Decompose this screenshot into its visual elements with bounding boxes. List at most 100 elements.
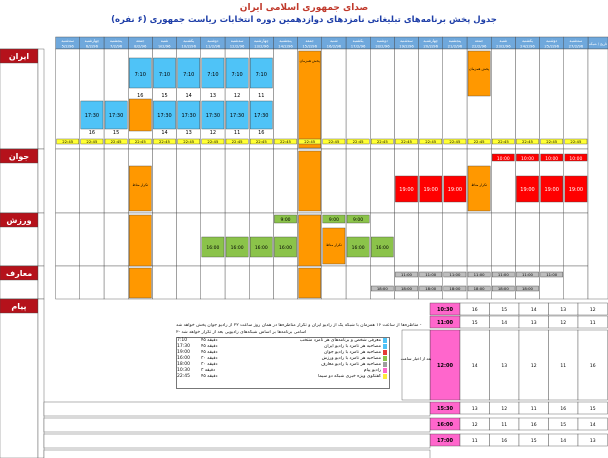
payam-after-label: بعد از اخبار ساعت — [401, 356, 432, 361]
network-gap — [37, 298, 45, 458]
legend-swatch — [383, 344, 387, 349]
day-name: جمعه — [305, 38, 314, 43]
maaref-11-time: 11:00 — [498, 272, 510, 277]
grid-cell — [466, 265, 492, 300]
payam-time: 10:30 — [437, 307, 453, 313]
payam-time: 17:00 — [437, 438, 453, 444]
day-name: دوشنبه — [546, 38, 557, 43]
grid-cell — [491, 265, 516, 300]
legend-time: 19:00 — [177, 350, 190, 355]
iran-22-45-time: 22:45 — [207, 139, 219, 144]
legend-label: گفتگوی ویژه خبری شبکه دو سیما — [318, 374, 381, 379]
payam-slot — [548, 329, 579, 401]
maaref-11-block — [467, 271, 491, 278]
day-date: 16/2/96 — [327, 44, 342, 49]
iran-22-45-time: 22:45 — [86, 139, 98, 144]
iran-22-45-time: 22:45 — [256, 139, 268, 144]
grid-cell — [370, 48, 395, 150]
payam-slot — [459, 329, 490, 401]
day-date: 24/2/96 — [520, 44, 535, 49]
legend-duration: ۳۰ دقیقه — [201, 362, 218, 367]
grid-cell — [394, 48, 419, 150]
iran-22-45-block — [419, 138, 443, 145]
iran-7-10-block — [177, 57, 201, 89]
iran-22-45-block — [540, 138, 563, 145]
payam-empty-row — [43, 433, 431, 449]
legend-label: معرفی شخص و برنامه‌های هر نامزد منتخب — [299, 338, 381, 343]
legend-swatch — [383, 368, 387, 373]
javan-19-block — [564, 175, 588, 203]
iran-22-45-time: 22:45 — [304, 139, 316, 144]
day-name: جمعه — [475, 38, 484, 43]
varzesh-orange-col-2 — [128, 214, 152, 267]
iran-22-45-time: 22:45 — [522, 139, 534, 144]
notes-line-2: ۲- اسامی برنامه‌ها بر اساس شبکه‌های رادی… — [176, 330, 307, 335]
day-date: 17/2/96 — [351, 44, 366, 49]
iran-7-10-block — [225, 57, 249, 89]
legend-time: 16:00 — [177, 356, 190, 361]
varzesh-16-block — [225, 236, 249, 258]
iran-17-30-time: 17:30 — [157, 113, 171, 119]
iran-22-45-block — [516, 138, 539, 145]
legend-duration: ۳ دقیقه — [201, 368, 216, 373]
grid-cell — [176, 212, 202, 267]
iran-7-10-time: 7:10 — [183, 72, 194, 78]
payam-slot-number: 16 — [531, 422, 537, 428]
grid-cell — [55, 48, 80, 150]
payam-slot-number: 13 — [501, 363, 507, 369]
maaref-orange-col-2 — [128, 267, 152, 299]
iran-slot-number: 16 — [89, 130, 95, 136]
legend-row: 18:00 ۳۰ دقیقه مصاحبه هر نامزد با رادیو مع… — [177, 362, 389, 368]
legend-time: 10:30 — [177, 368, 190, 373]
javan-10-block — [564, 153, 588, 162]
payam-time: 12:00 — [437, 363, 453, 369]
day-name: شنبه — [500, 38, 508, 43]
grid-cell — [273, 48, 298, 150]
javan-19-block — [419, 175, 443, 203]
iran-22-45-time: 22:45 — [546, 139, 558, 144]
maaref-18-time: 18:00 — [377, 286, 389, 291]
iran-7-10-time: 7:10 — [207, 72, 218, 78]
varzesh-repeat-text: تکرار مناظ — [326, 243, 342, 247]
iran-17-30-time: 17:30 — [206, 113, 220, 119]
grid-cell — [79, 265, 105, 300]
payam-after-label-cell — [401, 329, 431, 401]
iran-slot-number: 13 — [210, 93, 216, 99]
iran-17-30-block — [104, 100, 128, 130]
network-gap — [37, 148, 45, 214]
iran-22-45-time: 22:45 — [353, 139, 365, 144]
grid-cell — [370, 265, 395, 300]
maaref-18-block — [467, 285, 491, 292]
day-date: 20/2/96 — [423, 44, 438, 49]
maaref-11-block — [516, 271, 539, 278]
iran-slot-number: 14 — [186, 93, 192, 99]
payam-empty-row — [43, 449, 431, 458]
payam-slot-number: 13 — [590, 438, 596, 444]
grid-cell — [321, 48, 347, 150]
legend-row: 16:00 ۳۰ دقیقه مصاحبه هر نامزد با رادیو ور… — [177, 356, 389, 362]
legend-time: 18:00 — [177, 362, 190, 367]
network-band — [0, 48, 39, 150]
network-gap — [37, 48, 45, 150]
grid-cell — [273, 148, 298, 214]
iran-slot-number: 12 — [234, 93, 240, 99]
iran-22-45-time: 22:45 — [570, 139, 582, 144]
iran-17-30-block — [225, 100, 249, 130]
grid-cell — [55, 148, 80, 214]
grid-cell — [563, 212, 589, 267]
payam-slot-number: 12 — [590, 307, 596, 313]
maaref-11-block — [443, 271, 467, 278]
grid-cell — [248, 265, 274, 300]
legend-table: 7:10 ۴۵ دقیقه معرفی شخص و برنامه‌های هر نا… — [176, 337, 390, 389]
grid-cell — [200, 265, 226, 300]
iran-slot-number: 12 — [210, 130, 216, 136]
iran-slot-number: 15 — [161, 93, 167, 99]
iran-17-30-time: 17:30 — [181, 113, 195, 119]
javan-19-block — [395, 175, 418, 203]
iran-22-45-block — [201, 138, 225, 145]
javan-19-time: 19:00 — [544, 187, 558, 193]
payam-slot-number: 11 — [531, 406, 537, 412]
payam-slot-number: 15 — [590, 406, 596, 412]
javan-10-time: 10:00 — [545, 156, 558, 162]
